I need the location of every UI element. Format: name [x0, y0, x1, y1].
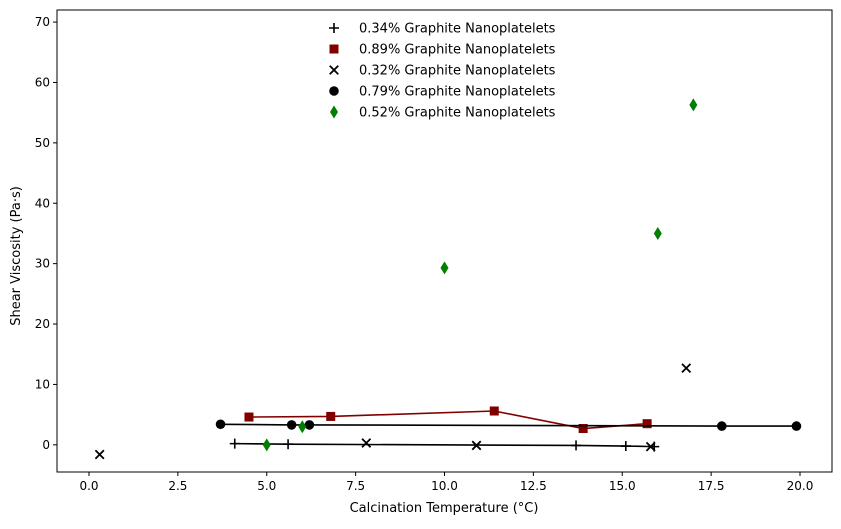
data-point-series-5	[298, 420, 307, 434]
data-point-series-5	[653, 226, 662, 240]
legend-marker-1	[329, 23, 339, 33]
data-point-series-2	[489, 406, 499, 416]
data-point-series-3	[681, 363, 692, 374]
x-tick-label: 7.5	[346, 479, 365, 493]
data-point-series-1	[283, 439, 294, 450]
x-tick-label: 10.0	[431, 479, 458, 493]
data-point-series-5	[689, 98, 698, 112]
data-point-series-3	[361, 438, 372, 448]
data-point-series-2	[326, 411, 336, 421]
x-tick-label: 12.5	[520, 479, 547, 493]
data-point-series-1	[620, 441, 631, 452]
plot-area: 0.0 2.5 5.0 7.5 10.0 12.5 15.0 17.5 20.0 0 10 20 30 4…	[35, 9, 833, 493]
y-axis-label: Shear Viscosity (Pa·s)	[9, 186, 24, 326]
data-point-series-1	[571, 440, 582, 451]
data-point-series-2	[642, 419, 652, 429]
data-point-series-5	[262, 438, 271, 452]
y-tick-label: 0	[42, 438, 50, 452]
legend-marker-2	[329, 44, 339, 54]
legend-marker-4	[329, 86, 339, 96]
data-point-series-2	[578, 424, 588, 434]
legend-marker-5	[330, 105, 338, 119]
data-point-series-4	[286, 420, 297, 430]
y-tick-label: 70	[35, 15, 50, 29]
data-point-series-2	[244, 412, 254, 422]
y-tick-label: 10	[35, 377, 50, 391]
data-point-series-1	[229, 438, 240, 449]
data-point-series-4	[215, 419, 226, 430]
legend-marker-3	[329, 65, 339, 75]
x-tick-label: 15.0	[609, 479, 636, 493]
data-point-series-5	[440, 261, 449, 275]
y-tick-label: 40	[35, 196, 50, 210]
x-tick-label: 2.5	[168, 479, 187, 493]
data-point-series-4	[791, 421, 802, 431]
x-tick-label: 17.5	[698, 479, 725, 493]
data-point-series-3	[94, 449, 105, 460]
legend-label-5: 0.52% Graphite Nanoplatelets	[359, 106, 556, 121]
legend-label-3: 0.32% Graphite Nanoplatelets	[359, 64, 556, 79]
x-tick-label: 20.0	[787, 479, 814, 493]
x-tick-label: 0.0	[79, 479, 98, 493]
x-tick-label: 5.0	[257, 479, 276, 493]
data-point-series-4	[304, 420, 315, 430]
y-tick-label: 30	[35, 257, 50, 271]
legend: 0.34% Graphite Nanoplatelets 0.89% Graphi…	[329, 22, 556, 121]
data-point-series-4	[716, 421, 727, 431]
legend-label-2: 0.89% Graphite Nanoplatelets	[359, 43, 556, 58]
data-point-series-3	[471, 440, 482, 451]
legend-label-4: 0.79% Graphite Nanoplatelets	[359, 85, 556, 100]
y-tick-label: 50	[35, 136, 50, 150]
y-tick-label: 60	[35, 75, 50, 89]
y-tick-label: 20	[35, 317, 50, 331]
x-axis-label: Calcination Temperature (°C)	[350, 501, 539, 516]
legend-label-1: 0.34% Graphite Nanoplatelets	[359, 22, 556, 37]
data-point-series-3	[645, 441, 656, 452]
